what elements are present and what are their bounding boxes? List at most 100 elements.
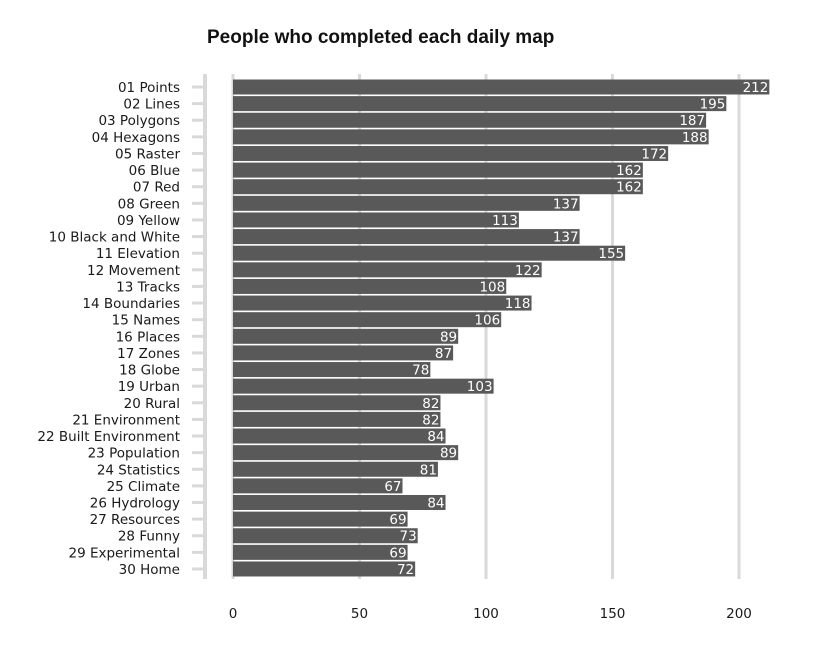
- category-label: 17 Zones: [117, 346, 180, 362]
- bar: [233, 362, 431, 378]
- value-labels: 2121951871881721621621371131371551221081…: [384, 80, 768, 578]
- category-label: 11 Elevation: [96, 246, 180, 262]
- y-axis-ticks: [192, 85, 203, 571]
- value-label: 72: [397, 562, 414, 578]
- value-label: 69: [389, 512, 406, 528]
- category-label: 07 Red: [133, 180, 180, 196]
- bar: [233, 179, 643, 195]
- value-label: 106: [474, 313, 500, 329]
- bar: [233, 528, 418, 544]
- bar: [233, 511, 408, 527]
- category-label: 02 Lines: [123, 97, 180, 113]
- x-tick-label: 200: [726, 606, 752, 622]
- bar: [233, 428, 446, 444]
- category-label: 13 Tracks: [116, 279, 180, 295]
- value-label: 67: [384, 479, 401, 495]
- bar: [233, 129, 709, 145]
- value-label: 78: [412, 363, 429, 379]
- category-label: 27 Resources: [90, 512, 180, 528]
- bar: [233, 445, 459, 461]
- value-label: 137: [553, 196, 579, 212]
- category-label: 20 Rural: [124, 396, 180, 412]
- value-label: 188: [682, 130, 708, 146]
- category-label: 22 Built Environment: [37, 429, 180, 445]
- category-label: 06 Blue: [129, 163, 180, 179]
- value-label: 118: [505, 296, 531, 312]
- bar: [233, 461, 438, 477]
- category-label: 26 Hydrology: [90, 496, 180, 512]
- category-label: 25 Climate: [107, 479, 180, 495]
- bar: [233, 162, 643, 178]
- category-label: 09 Yellow: [117, 213, 180, 229]
- value-label: 122: [515, 263, 541, 279]
- bar: [233, 411, 441, 427]
- category-label: 24 Statistics: [97, 462, 180, 478]
- value-label: 162: [616, 180, 642, 196]
- bar: [233, 312, 502, 328]
- bar: [233, 395, 441, 411]
- value-label: 89: [440, 329, 457, 345]
- bar: [233, 262, 542, 278]
- value-label: 212: [743, 80, 769, 96]
- bar: [233, 328, 459, 344]
- category-label: 21 Environment: [72, 412, 180, 428]
- category-label: 03 Polygons: [98, 113, 180, 129]
- category-label: 08 Green: [118, 196, 180, 212]
- value-label: 113: [492, 213, 518, 229]
- bar: [233, 378, 494, 394]
- value-label: 89: [440, 446, 457, 462]
- bar: [233, 478, 403, 494]
- category-label: 29 Experimental: [69, 545, 181, 561]
- category-label: 12 Movement: [87, 263, 180, 279]
- category-label: 10 Black and White: [49, 230, 180, 246]
- value-label: 155: [598, 246, 624, 262]
- value-label: 73: [400, 529, 417, 545]
- x-tick-label: 50: [351, 606, 368, 622]
- category-label: 28 Funny: [118, 529, 180, 545]
- category-label: 15 Names: [112, 313, 180, 329]
- bars: [233, 79, 770, 577]
- category-label: 23 Population: [88, 446, 180, 462]
- bar: [233, 245, 626, 261]
- x-tick-label: 150: [600, 606, 626, 622]
- bar: [233, 195, 580, 211]
- category-label: 14 Boundaries: [82, 296, 180, 312]
- category-label: 19 Urban: [118, 379, 180, 395]
- bar: [233, 79, 770, 95]
- category-label: 05 Raster: [115, 146, 180, 162]
- bar: [233, 544, 408, 560]
- value-label: 195: [700, 97, 726, 113]
- value-label: 82: [422, 396, 439, 412]
- chart-title: People who completed each daily map: [207, 27, 554, 48]
- bar: [233, 495, 446, 510]
- bar: [233, 561, 416, 577]
- category-label: 04 Hexagons: [92, 130, 180, 146]
- x-axis-tick-labels: 0 50 100 150 200: [229, 606, 752, 622]
- x-tick-label: 0: [229, 606, 238, 622]
- value-label: 187: [679, 113, 705, 129]
- bar: [233, 295, 532, 311]
- value-label: 82: [422, 412, 439, 428]
- value-label: 172: [641, 146, 667, 162]
- value-label: 137: [553, 230, 579, 246]
- bar: [233, 212, 519, 228]
- value-label: 69: [389, 545, 406, 561]
- value-label: 103: [467, 379, 493, 395]
- value-label: 84: [427, 496, 444, 512]
- bar: [233, 112, 707, 128]
- category-label: 01 Points: [118, 80, 180, 96]
- bar: [233, 96, 727, 112]
- value-label: 84: [427, 429, 444, 445]
- value-label: 81: [420, 462, 437, 478]
- value-label: 162: [616, 163, 642, 179]
- bar: [233, 145, 669, 161]
- x-tick-label: 100: [473, 606, 499, 622]
- value-label: 108: [479, 279, 505, 295]
- category-label: 18 Globe: [119, 363, 180, 379]
- bar: [233, 278, 507, 294]
- bar: [233, 345, 454, 361]
- value-label: 87: [435, 346, 452, 362]
- bar: [233, 229, 580, 245]
